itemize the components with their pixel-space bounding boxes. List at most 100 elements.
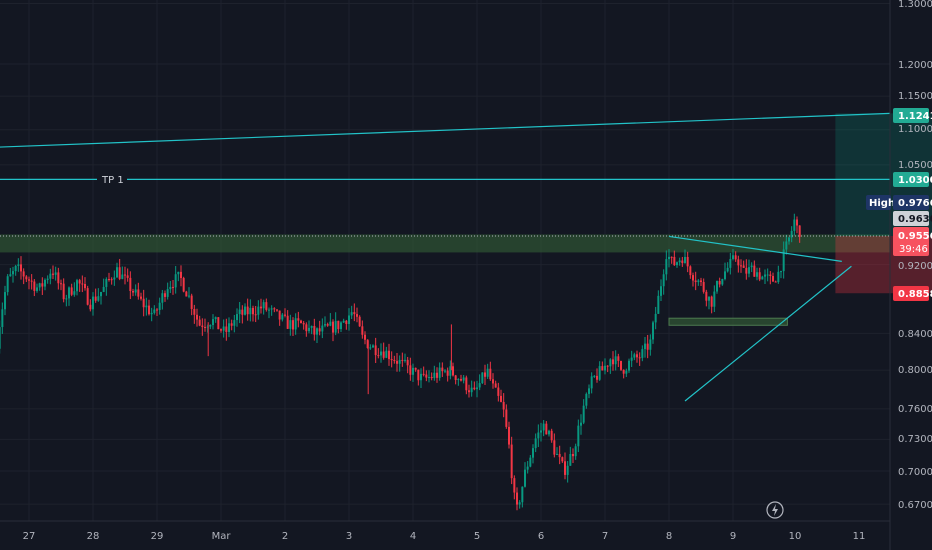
candle-body — [273, 308, 276, 310]
candle-body — [441, 367, 444, 372]
candle-body — [57, 272, 60, 284]
candle-body — [662, 274, 665, 287]
candle-body — [132, 291, 134, 293]
candle-body — [177, 271, 180, 275]
candle-body — [740, 265, 742, 267]
candle-body — [796, 219, 798, 226]
supply-zone — [0, 234, 890, 253]
candle-body — [457, 378, 460, 381]
candle-body — [196, 314, 198, 320]
candle-body — [358, 316, 361, 327]
candle-body — [305, 324, 308, 332]
candle-body — [14, 265, 17, 272]
candle-body — [52, 273, 54, 275]
candle-body — [73, 291, 76, 295]
candle-body — [489, 368, 492, 380]
candle-body — [724, 271, 726, 280]
triangle-lower-line — [684, 265, 852, 402]
triangle-upper-line — [668, 235, 842, 262]
candle-body — [236, 314, 238, 321]
lightning-icon[interactable] — [766, 501, 784, 519]
candle-body — [9, 274, 12, 277]
candle-body — [705, 291, 708, 301]
candle-body — [262, 302, 265, 309]
candle-body — [193, 309, 196, 315]
candle-body — [148, 305, 150, 315]
candle-body — [249, 307, 252, 315]
candle-body — [76, 280, 78, 292]
x-tick-label: Mar — [212, 531, 232, 542]
candle-body — [574, 446, 577, 457]
x-tick-label: 3 — [346, 531, 352, 542]
candle-body — [190, 295, 193, 310]
candle-body — [566, 465, 569, 475]
candle-body — [684, 256, 686, 264]
candle-body — [172, 286, 174, 288]
candle-body — [246, 306, 249, 315]
candle-body — [446, 370, 449, 376]
candle-body — [774, 281, 777, 283]
candle-body — [513, 478, 516, 493]
candle-body — [156, 309, 158, 311]
candle-body — [788, 237, 790, 242]
candle-body — [342, 320, 345, 323]
candle-body — [214, 317, 217, 320]
candle-body — [542, 423, 545, 431]
candle-body — [521, 486, 524, 503]
candle-body — [454, 375, 457, 381]
candle-body — [484, 372, 486, 377]
candle-body — [228, 323, 230, 332]
candle-body — [268, 309, 270, 311]
candle-body — [620, 360, 622, 370]
candle-body — [289, 320, 292, 329]
candle-body — [524, 469, 526, 487]
candle-body — [430, 376, 433, 379]
candle-body — [12, 271, 14, 275]
candle-body — [572, 453, 574, 457]
candle-body — [420, 373, 422, 381]
candle-body — [617, 356, 620, 361]
candle-body — [241, 309, 244, 315]
candle-body — [532, 448, 534, 458]
tp1-price-text: 1.0300 — [898, 175, 932, 186]
x-tick-label: 2 — [282, 531, 288, 542]
candle-body — [316, 328, 318, 335]
candle-body — [577, 425, 580, 447]
candle-body — [374, 345, 377, 356]
candle-body — [782, 249, 785, 272]
candle-body — [140, 296, 142, 299]
candle-body — [252, 307, 254, 315]
candle-body — [41, 283, 44, 287]
candle-body — [25, 276, 28, 280]
candle-body — [497, 387, 500, 396]
candle-body — [580, 422, 582, 426]
y-tick-label: 1.0500 — [898, 160, 932, 171]
candle-body — [308, 327, 310, 332]
candle-body — [732, 255, 734, 259]
candle-body — [222, 326, 225, 331]
candle-body — [164, 293, 166, 297]
candle-body — [398, 359, 401, 364]
candle-body — [401, 359, 404, 361]
candle-body — [593, 375, 596, 377]
candle-body — [633, 354, 636, 358]
candle-body — [313, 325, 316, 335]
candle-body — [126, 275, 129, 278]
candle-body — [630, 357, 633, 361]
candle-body — [44, 279, 46, 287]
candle-body — [1, 309, 4, 328]
candle-body — [444, 370, 446, 372]
target-price-tag — [893, 108, 929, 123]
candle-body — [670, 256, 673, 258]
candle-body — [612, 359, 614, 365]
candle-body — [0, 327, 1, 349]
candle-body — [708, 296, 710, 301]
candle-body — [220, 329, 222, 331]
candle-body — [657, 295, 660, 314]
y-tick-label: 1.1000 — [898, 124, 932, 135]
candle-body — [118, 267, 121, 279]
candle-body — [641, 349, 644, 358]
candle-body — [230, 323, 233, 326]
